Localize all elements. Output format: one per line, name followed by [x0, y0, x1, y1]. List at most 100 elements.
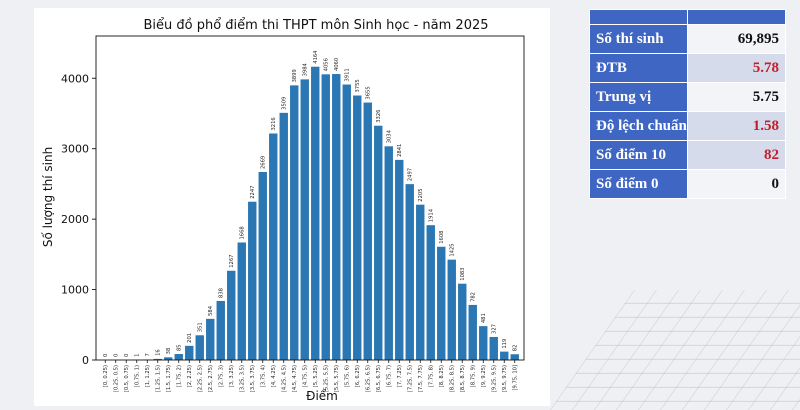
stats-row: Độ lệch chuẩn 1.58 [589, 111, 786, 141]
bar-value-label: 4060 [334, 58, 340, 71]
stats-row-value: 69,895 [687, 24, 786, 54]
bar [321, 74, 330, 360]
bar-value-label: 4056 [323, 58, 329, 71]
chart-card: Biểu đồ phổ điểm thi THPT môn Sinh học -… [34, 8, 550, 406]
bar-value-label: 119 [502, 339, 508, 349]
bar-value-label: 3755 [355, 79, 361, 92]
x-tick-label: [7.75, 8) [428, 365, 434, 387]
bar-value-label: 838 [218, 288, 224, 298]
bar [405, 184, 414, 360]
stats-row-label: Số thí sinh [589, 24, 688, 54]
x-tick-label: [7.5, 7.75) [418, 365, 424, 392]
bar [510, 354, 519, 360]
x-tick-label: [6.75, 7) [386, 365, 392, 387]
x-tick-label: [8, 8.25) [439, 365, 445, 387]
y-tick-label: 2000 [61, 213, 89, 226]
bar [269, 133, 278, 360]
bar [206, 318, 215, 360]
bar [458, 283, 467, 360]
bar [437, 246, 446, 360]
x-tick-label: [3.75, 4) [260, 365, 266, 387]
x-tick-label: [5.25, 5.5) [323, 365, 329, 392]
bar [279, 112, 288, 360]
bar [290, 85, 299, 360]
bar [237, 242, 246, 360]
bar [185, 345, 194, 360]
x-tick-label: [9.75, 10] [512, 365, 518, 391]
x-axis-label: Điểm [306, 389, 338, 403]
stats-row-label: Độ lệch chuẩn [589, 111, 688, 141]
header-cell [589, 9, 688, 25]
bar-value-label: 38 [166, 348, 172, 355]
x-tick-label: [4.5, 4.75) [292, 365, 298, 392]
x-tick-label: [2, 2.25) [187, 365, 193, 387]
x-tick-label: [0, 0.25) [103, 365, 109, 387]
stats-row-label: Trung vị [589, 82, 688, 112]
y-tick-label: 1000 [61, 284, 89, 297]
y-tick-label: 3000 [61, 143, 89, 156]
x-tick-label: [0.75, 1) [134, 365, 140, 387]
bar-value-label: 0 [113, 354, 119, 357]
bar [374, 125, 383, 360]
stats-row-label: ĐTB [589, 53, 688, 83]
bar [395, 159, 404, 360]
bar [479, 326, 488, 360]
x-tick-label: [9.5, 9.75) [502, 365, 508, 392]
bar [468, 304, 477, 360]
x-tick-label: [9.25, 9.5) [491, 365, 497, 392]
bar-value-label: 2205 [418, 188, 424, 201]
plot-frame [95, 35, 525, 361]
x-tick-label: [0.25, 0.5) [113, 365, 119, 392]
x-tick-label: [2.5, 2.75) [208, 365, 214, 392]
stats-row-value: 0 [687, 169, 786, 199]
bar [416, 204, 425, 360]
bar-value-label: 7 [145, 353, 151, 356]
stats-row-value: 5.75 [687, 82, 786, 112]
bar-value-label: 1608 [439, 231, 445, 244]
bar-value-label: 3655 [365, 86, 371, 99]
x-tick-label: [1.75, 2) [176, 365, 182, 387]
bar-value-label: 3911 [344, 68, 350, 81]
bar-value-label: 201 [187, 333, 193, 343]
stats-row-value: 5.78 [687, 53, 786, 83]
bar [300, 79, 309, 361]
bar [227, 270, 236, 360]
bar [164, 357, 173, 360]
bar-value-label: 2497 [407, 168, 413, 181]
bar-value-label: 782 [470, 292, 476, 302]
stats-row: Trung vị 5.75 [589, 82, 786, 112]
y-tick-label: 4000 [61, 72, 89, 85]
stats-row-value: 1.58 [687, 111, 786, 141]
x-tick-label: [2.75, 3) [218, 365, 224, 387]
bar [363, 102, 372, 361]
bar [384, 146, 393, 360]
bar [216, 300, 225, 360]
stats-row: Số điểm 0 0 [589, 169, 786, 199]
bar-value-label: 82 [512, 345, 518, 352]
x-tick-label: [8.5, 8.75) [460, 365, 466, 392]
x-tick-label: [0.5, 0.75) [124, 365, 130, 392]
x-tick-label: [8.25, 8.5) [449, 365, 455, 392]
y-axis-label: Số lượng thí sinh [41, 147, 55, 247]
bar [489, 336, 498, 360]
x-tick-label: [4.25, 4.5) [281, 365, 287, 392]
bar-value-label: 2841 [397, 144, 403, 157]
background-grid-floor [550, 290, 800, 410]
bar-value-label: 3034 [386, 129, 392, 143]
bar-value-label: 2247 [250, 186, 256, 199]
bar [332, 74, 341, 360]
x-tick-label: [3.5, 3.75) [250, 365, 256, 392]
x-tick-label: [3, 3.25) [229, 365, 235, 387]
bar [447, 259, 456, 360]
bar-value-label: 2669 [260, 156, 266, 169]
stats-table-header [589, 9, 786, 25]
exam-stats-table: Số thí sinh 69,895 ĐTB 5.78 Trung vị 5.7… [589, 9, 786, 199]
bar-value-label: 0 [124, 354, 130, 357]
x-tick-label: [5.5, 5.75) [334, 365, 340, 392]
bar-value-label: 1425 [449, 243, 455, 256]
stats-row: Số thí sinh 69,895 [589, 24, 786, 54]
bar-value-label: 1668 [239, 226, 245, 239]
bar-value-label: 351 [197, 322, 203, 332]
bar-value-label: 1914 [428, 208, 434, 222]
x-tick-label: [4.75, 5) [302, 365, 308, 387]
